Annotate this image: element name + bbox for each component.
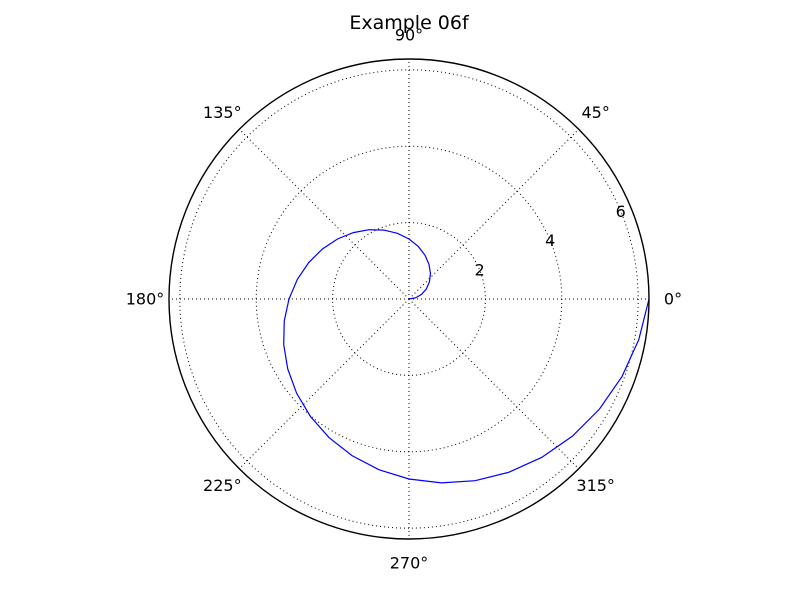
theta-tick-label: 225° <box>203 476 242 495</box>
r-tick-label: 2 <box>474 260 484 279</box>
theta-gridline-135 <box>238 128 410 300</box>
theta-tick-label: 0° <box>664 290 682 309</box>
r-gridline-6 <box>179 69 639 529</box>
polar-frame <box>168 58 650 540</box>
theta-tick-label: 90° <box>395 26 423 45</box>
theta-tick-label: 180° <box>126 290 165 309</box>
chart-title: Example 06f <box>349 12 470 34</box>
series-layer <box>283 229 650 484</box>
theta-tick-label: 270° <box>390 554 429 573</box>
r-tick-label: 6 <box>616 202 626 221</box>
series-line <box>283 229 650 484</box>
theta-gridline-45 <box>408 128 580 300</box>
theta-gridline-315 <box>408 298 580 470</box>
tick-label-layer: 0° 45° 90° 135° 180° 225° 270° 315° 2 4 6 <box>126 26 682 573</box>
theta-tick-label: 45° <box>581 103 609 122</box>
theta-tick-label: 315° <box>576 476 615 495</box>
grid-layer <box>169 59 649 539</box>
theta-tick-label: 135° <box>203 103 242 122</box>
r-tick-label: 4 <box>545 231 555 250</box>
theta-gridline-225 <box>238 298 410 470</box>
